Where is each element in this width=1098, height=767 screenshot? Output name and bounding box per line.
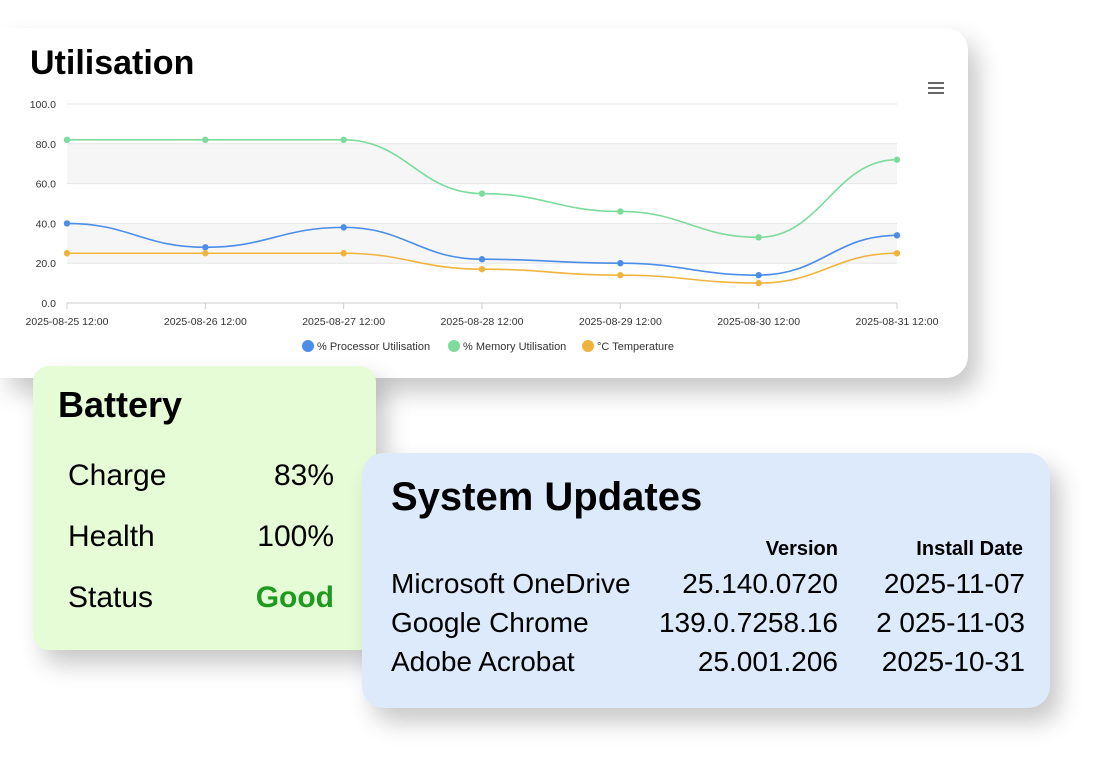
data-point xyxy=(202,244,209,251)
x-tick-label: 2025-08-27 12:00 xyxy=(302,316,385,328)
y-tick-label: 60.0 xyxy=(36,179,57,191)
update-name: Adobe Acrobat xyxy=(391,646,575,677)
data-point xyxy=(893,250,901,257)
legend-label: % Processor Utilisation xyxy=(317,341,430,353)
update-row: Microsoft OneDrive 25.140.0720 2025-11-0… xyxy=(362,568,1050,604)
battery-charge-value: 83% xyxy=(273,459,334,492)
battery-charge-label: Charge xyxy=(68,459,167,492)
system-updates-card: System Updates Version Install Date Micr… xyxy=(362,453,1050,708)
update-row: Adobe Acrobat 25.001.206 2025-10-31 xyxy=(362,646,1050,682)
data-point xyxy=(340,136,347,144)
chart-band xyxy=(67,143,897,184)
legend-label: % Memory Utilisation xyxy=(463,341,566,353)
utilisation-card: 0.0 20.0 40.0 60.0 80.0 100.0 2025-08-25 12:00… xyxy=(0,28,968,378)
battery-card: Battery Charge 83% Health 100% Status Go… xyxy=(33,366,376,650)
data-point xyxy=(617,271,624,279)
system-updates-title: System Updates xyxy=(391,475,703,519)
update-install-date: 2025-10-31 xyxy=(881,646,1025,677)
data-point xyxy=(340,250,347,257)
data-point xyxy=(63,250,71,257)
update-install-date: 2 025-11-03 xyxy=(876,607,1025,638)
y-tick-label: 0.0 xyxy=(41,298,56,310)
y-tick-label: 100.0 xyxy=(30,99,56,111)
legend-label: °C Temperature xyxy=(597,341,674,353)
data-point xyxy=(63,220,71,227)
update-version: 25.001.206 xyxy=(697,646,838,677)
data-point xyxy=(340,224,347,231)
utilisation-title: Utilisation xyxy=(30,44,195,82)
update-name: Google Chrome xyxy=(391,607,589,638)
update-version: 139.0.7258.16 xyxy=(658,607,838,638)
data-point xyxy=(478,256,486,263)
x-tick-label: 2025-08-30 12:00 xyxy=(717,316,800,328)
battery-health-value: 100% xyxy=(257,520,334,553)
data-point xyxy=(755,279,762,287)
data-point xyxy=(478,190,486,197)
update-row: Google Chrome 139.0.7258.16 2 025-11-03 xyxy=(362,607,1050,643)
battery-charge-row: Charge 83% xyxy=(68,459,334,499)
data-point xyxy=(202,250,209,257)
utilisation-chart: 0.0 20.0 40.0 60.0 80.0 100.0 2025-08-25 12:00… xyxy=(26,99,939,353)
install-date-column-header: Install Date xyxy=(916,538,1023,560)
y-tick-label: 80.0 xyxy=(36,139,57,151)
battery-status-row: Status Good xyxy=(68,581,334,621)
legend-marker xyxy=(582,340,594,352)
x-tick-label: 2025-08-28 12:00 xyxy=(441,316,524,328)
battery-health-label: Health xyxy=(68,520,155,553)
update-install-date: 2025-11-07 xyxy=(883,568,1025,599)
battery-health-row: Health 100% xyxy=(68,520,334,560)
hamburger-menu-icon[interactable] xyxy=(928,82,944,94)
update-version: 25.140.0720 xyxy=(682,568,838,599)
data-point xyxy=(755,234,762,241)
x-tick-label: 2025-08-29 12:00 xyxy=(579,316,662,328)
y-tick-label: 20.0 xyxy=(36,258,57,270)
battery-title: Battery xyxy=(58,384,183,425)
battery-status-label: Status xyxy=(68,581,154,614)
data-point xyxy=(617,260,624,267)
update-name: Microsoft OneDrive xyxy=(391,568,631,599)
x-tick-label: 2025-08-31 12:00 xyxy=(856,316,939,328)
data-point xyxy=(63,136,71,144)
data-point xyxy=(202,136,209,144)
data-point xyxy=(893,156,901,163)
data-point xyxy=(478,265,486,273)
x-tick-label: 2025-08-26 12:00 xyxy=(164,316,247,328)
version-column-header: Version xyxy=(765,538,838,560)
legend-marker xyxy=(302,340,314,352)
battery-status-value: Good xyxy=(255,581,334,614)
legend-marker xyxy=(448,340,460,352)
data-point xyxy=(617,208,624,215)
x-tick-label: 2025-08-25 12:00 xyxy=(26,316,109,328)
y-tick-label: 40.0 xyxy=(36,218,57,230)
data-point xyxy=(893,232,901,239)
data-point xyxy=(755,271,762,279)
